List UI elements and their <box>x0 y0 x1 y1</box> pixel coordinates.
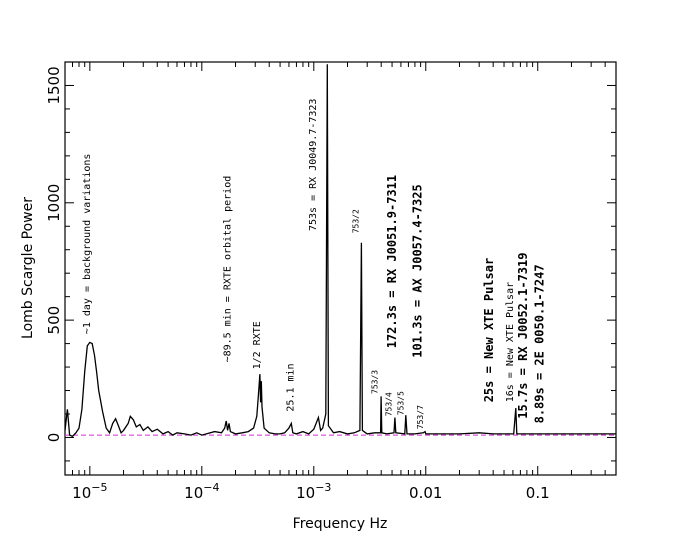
peak-annotation: 101.3s = AX J0057.4-7325 <box>411 184 425 357</box>
peak-annotations: ~1 day = background variations ~89.5 min … <box>82 99 547 430</box>
peak-annotation: 753/2 <box>351 209 360 233</box>
peak-annotation: 25.1 min <box>286 363 297 411</box>
peak-annotation: 753/4 <box>385 392 394 416</box>
peak-annotation: 753/3 <box>370 370 379 394</box>
y-tick-label: 1500 <box>45 66 63 104</box>
plot-frame <box>64 61 617 476</box>
peak-annotation: 16s = New XTE Pulsar <box>505 282 516 402</box>
axis-ticks <box>64 62 617 475</box>
peak-annotation: 15.7s = RX J0052.1-7319 <box>516 253 530 419</box>
peak-annotation: 172.3s = RX J0051.9-7311 <box>385 175 399 348</box>
peak-annotation: 25s = New XTE Pulsar <box>482 258 496 403</box>
axis-tick-labels: 10−5 10−4 10−3 0.01 0.1 0 500 1000 1500 <box>45 66 550 502</box>
peak-annotation: ~89.5 min = RXTE orbital period <box>222 176 233 363</box>
x-tick-label: 10−4 <box>184 481 219 502</box>
x-tick-label: 10−5 <box>72 481 107 502</box>
x-tick-label: 10−3 <box>296 481 331 502</box>
x-tick-label: 0.1 <box>526 484 550 502</box>
x-tick-label: 0.01 <box>409 484 442 502</box>
peak-annotation: 753s = RX J0049.7-7323 <box>308 99 319 231</box>
peak-annotation: 1/2 RXTE <box>252 321 263 369</box>
y-tick-label: 500 <box>45 306 63 335</box>
peak-annotation: ~1 day = background variations <box>82 154 93 335</box>
peak-annotation: 8.89s = 2E 0050.1-7247 <box>533 264 547 423</box>
y-axis-title: Lomb Scargle Power <box>20 197 36 339</box>
peak-annotation: 753/5 <box>396 391 405 415</box>
y-tick-label: 1000 <box>45 184 63 222</box>
power-spectrum-line <box>64 64 616 438</box>
peak-annotation: 753/7 <box>416 405 425 429</box>
x-axis-title: Frequency Hz <box>293 516 388 532</box>
y-tick-label: 0 <box>45 433 63 443</box>
